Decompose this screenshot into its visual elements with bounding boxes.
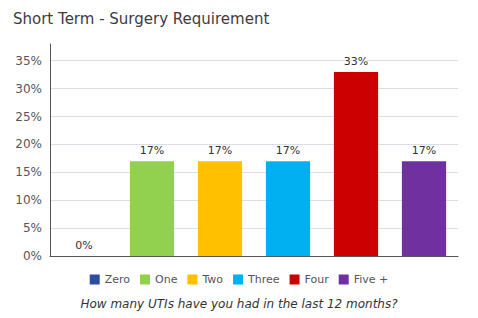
svg-text:17%: 17% [140,144,164,157]
svg-text:17%: 17% [276,144,300,157]
svg-text:Short Term - Surgery Requireme: Short Term - Surgery Requirement [13,10,269,28]
svg-text:0%: 0% [23,249,42,263]
svg-text:15%: 15% [15,165,42,179]
svg-text:17%: 17% [412,144,436,157]
svg-text:How many UTIs have you had in: How many UTIs have you had in the last 1… [80,297,398,311]
svg-text:33%: 33% [344,55,368,68]
svg-text:10%: 10% [15,193,42,207]
svg-text:Zero: Zero [105,273,131,286]
svg-text:25%: 25% [15,110,42,124]
svg-text:Two: Two [201,273,223,286]
svg-text:5%: 5% [23,221,42,235]
svg-text:Three: Three [247,273,280,286]
svg-text:17%: 17% [208,144,232,157]
svg-text:20%: 20% [15,137,42,151]
svg-text:Four: Four [305,273,330,286]
svg-text:One: One [155,273,178,286]
svg-text:30%: 30% [15,82,42,96]
svg-text:Five +: Five + [354,273,389,286]
svg-text:0%: 0% [75,239,92,252]
svg-text:35%: 35% [15,54,42,68]
